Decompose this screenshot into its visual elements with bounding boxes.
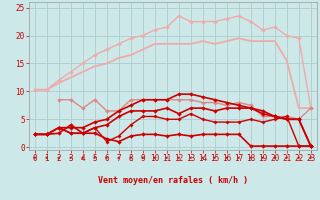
- X-axis label: Vent moyen/en rafales ( km/h ): Vent moyen/en rafales ( km/h ): [98, 176, 248, 185]
